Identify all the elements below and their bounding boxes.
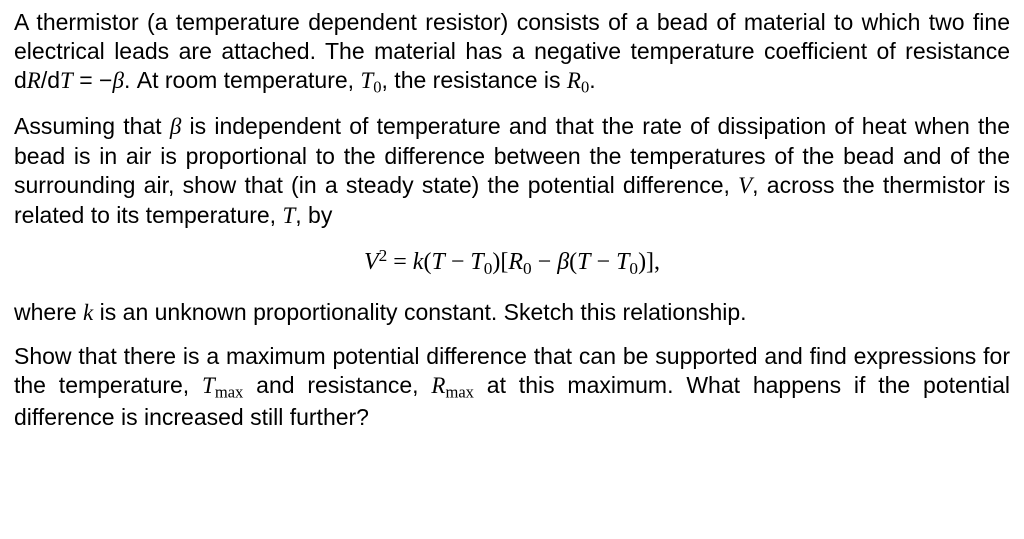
eq-R0: R0 (508, 249, 531, 275)
math-T0: T0 (360, 68, 381, 93)
page-container: A thermistor (a temperature dependent re… (0, 0, 1024, 454)
text: , by (295, 202, 332, 228)
math-R: R (27, 68, 41, 93)
math-T: T (60, 68, 73, 93)
text: /d (41, 67, 60, 93)
text: where (14, 299, 83, 325)
paragraph-1: A thermistor (a temperature dependent re… (14, 8, 1010, 98)
eq-minus2: − (532, 249, 558, 275)
math-beta: β (170, 114, 181, 139)
display-equation: V2 = k(T − T0)[R0 − β(T − T0)], (14, 245, 1010, 279)
text: . (589, 67, 595, 93)
text: , the resistance is (382, 67, 567, 93)
text: and resistance, (243, 372, 431, 398)
eq-T0: T0 (470, 249, 492, 275)
eq-beta: β (557, 249, 569, 275)
eq-sup-2: 2 (379, 246, 388, 265)
eq-T: T (431, 249, 444, 275)
eq-k: k (413, 249, 424, 275)
eq-rp1-lb: )[ (492, 249, 508, 275)
eq-minus1: − (445, 249, 471, 275)
text: Assuming that (14, 113, 170, 139)
math-R0: R0 (567, 68, 589, 93)
math-Tmax: Tmax (202, 373, 243, 398)
math-k: k (83, 300, 93, 325)
eq-lhs-V: V (364, 249, 379, 275)
paragraph-4: Show that there is a maximum potential d… (14, 342, 1010, 432)
eq-T0b: T0 (616, 249, 638, 275)
math-beta: β (113, 68, 124, 93)
math-T: T (282, 203, 295, 228)
eq-lp2: ( (569, 249, 577, 275)
eq-T2: T (577, 249, 590, 275)
eq-minus3: − (591, 249, 617, 275)
text: . At room temperature, (124, 67, 360, 93)
paragraph-3: where k is an unknown proportionality co… (14, 298, 1010, 328)
math-V: V (738, 173, 752, 198)
eq-rp-rb-comma: )], (638, 249, 660, 275)
text: = − (73, 67, 113, 93)
paragraph-2: Assuming that β is independent of temper… (14, 112, 1010, 231)
eq-eq: = (387, 249, 413, 275)
math-Rmax: Rmax (431, 373, 474, 398)
text: is an unknown proportionality constant. … (93, 299, 746, 325)
